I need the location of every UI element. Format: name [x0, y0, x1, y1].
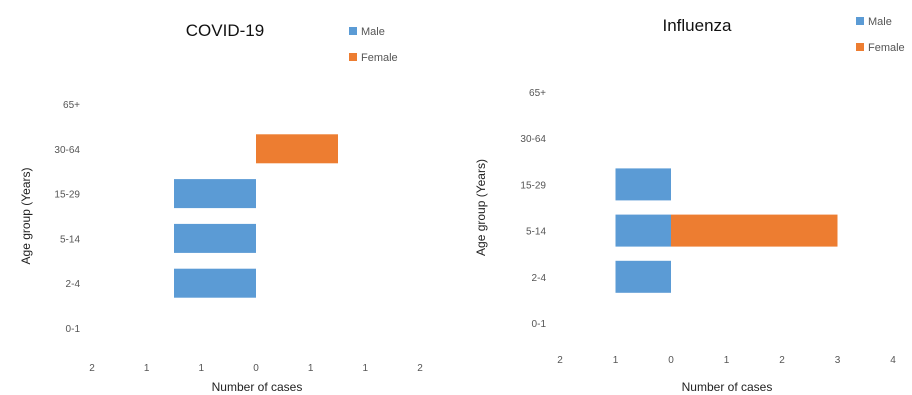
legend-label: Female: [868, 42, 905, 54]
x-tick-label: 2: [557, 355, 563, 366]
chart-title: COVID-19: [186, 21, 264, 40]
x-tick-label: 1: [144, 363, 150, 374]
male-bar: [615, 260, 671, 293]
y-axis-title: Age group (Years): [19, 168, 33, 265]
x-axis-title: Number of cases: [682, 380, 773, 394]
y-tick-label: 30-64: [54, 145, 80, 156]
x-tick-label: 3: [835, 355, 841, 366]
legend-label: Male: [868, 16, 892, 28]
male-bar: [615, 168, 671, 201]
x-tick-label: 2: [417, 363, 423, 374]
legend-swatch: [856, 43, 864, 51]
y-tick-label: 15-29: [520, 180, 546, 191]
x-tick-label: 1: [308, 363, 314, 374]
y-tick-label: 2-4: [532, 273, 547, 284]
chart-title: Influenza: [663, 16, 733, 35]
x-tick-label: 1: [199, 363, 205, 374]
x-tick-label: 1: [363, 363, 369, 374]
x-axis-title: Number of cases: [212, 380, 303, 394]
y-tick-label: 5-14: [60, 234, 80, 245]
x-tick-label: 2: [89, 363, 95, 374]
x-tick-label: 1: [613, 355, 619, 366]
x-tick-label: 0: [668, 355, 674, 366]
legend-swatch: [349, 53, 357, 61]
y-tick-label: 5-14: [526, 227, 546, 238]
female-bar: [671, 214, 838, 247]
y-tick-label: 0-1: [66, 324, 81, 335]
legend-swatch: [856, 17, 864, 25]
male-bar: [615, 214, 671, 247]
male-bar: [174, 179, 256, 209]
x-tick-label: 1: [724, 355, 730, 366]
x-tick-label: 2: [779, 355, 785, 366]
male-bar: [174, 223, 256, 253]
chart-1: COVID-19 Age group (Years) Number of cases…: [19, 21, 423, 394]
y-tick-label: 0-1: [532, 319, 547, 330]
female-bar: [256, 134, 338, 164]
legend-swatch: [349, 27, 357, 35]
y-tick-label: 65+: [63, 100, 80, 111]
y-tick-label: 15-29: [54, 190, 80, 201]
male-bar: [174, 268, 256, 298]
y-tick-label: 30-64: [520, 134, 546, 145]
y-axis-title: Age group (Years): [474, 159, 488, 256]
x-tick-label: 4: [890, 355, 896, 366]
chart-2: Influenza Age group (Years) Number of case…: [474, 16, 905, 394]
legend-label: Female: [361, 52, 398, 64]
y-tick-label: 2-4: [66, 279, 81, 290]
x-tick-label: 0: [253, 363, 259, 374]
legend-label: Male: [361, 26, 385, 38]
y-tick-label: 65+: [529, 88, 546, 99]
